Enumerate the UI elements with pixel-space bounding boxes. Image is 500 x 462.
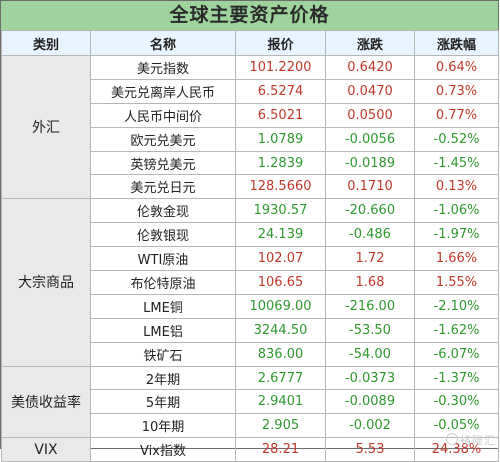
name-cell: LME铝 [91, 318, 236, 342]
name-cell: LME铜 [91, 294, 236, 318]
change-pct-cell: -1.97% [415, 223, 499, 247]
header-change: 涨跌 [326, 31, 415, 56]
header-row: 类别 名称 报价 涨跌 涨跌幅 [2, 31, 499, 56]
change-pct-cell: -0.30% [415, 390, 499, 414]
price-cell: 3244.50 [236, 318, 326, 342]
change-pct-cell: -1.62% [415, 318, 499, 342]
watermark-text: 格隆汇 [460, 434, 496, 447]
name-cell: 美元兑离岸人民币 [91, 79, 236, 103]
change-cell: 1.72 [326, 247, 415, 271]
header-change-pct: 涨跌幅 [415, 31, 499, 56]
name-cell: 人民币中间价 [91, 103, 236, 127]
change-cell: -216.00 [326, 294, 415, 318]
name-cell: WTI原油 [91, 247, 236, 271]
price-cell: 1.2839 [236, 151, 326, 175]
name-cell: 伦敦银现 [91, 223, 236, 247]
price-cell: 2.9401 [236, 390, 326, 414]
header-category: 类别 [2, 31, 91, 56]
price-cell: 101.2200 [236, 56, 326, 80]
name-cell: 英镑兑美元 [91, 151, 236, 175]
name-cell: 布伦特原油 [91, 271, 236, 295]
change-pct-cell: -0.52% [415, 127, 499, 151]
name-cell: 2年期 [91, 366, 236, 390]
header-name: 名称 [91, 31, 236, 56]
change-cell: -53.50 [326, 318, 415, 342]
name-cell: 铁矿石 [91, 342, 236, 366]
name-cell: 伦敦金现 [91, 199, 236, 223]
change-pct-cell: 0.13% [415, 175, 499, 199]
change-pct-cell: 0.64% [415, 56, 499, 80]
change-cell: -0.0373 [326, 366, 415, 390]
name-cell: 美元兑日元 [91, 175, 236, 199]
change-pct-cell: 1.55% [415, 271, 499, 295]
price-cell: 2.6777 [236, 366, 326, 390]
change-cell: -0.0056 [326, 127, 415, 151]
table-title: 全球主要资产价格 [1, 1, 498, 30]
change-cell: -0.0189 [326, 151, 415, 175]
price-cell: 1930.57 [236, 199, 326, 223]
change-cell: 0.0500 [326, 103, 415, 127]
price-cell: 6.5021 [236, 103, 326, 127]
change-cell: 0.6420 [326, 56, 415, 80]
change-cell: -0.002 [326, 414, 415, 438]
change-pct-cell: 1.66% [415, 247, 499, 271]
name-cell: 美元指数 [91, 56, 236, 80]
price-cell: 24.139 [236, 223, 326, 247]
change-pct-cell: -1.06% [415, 199, 499, 223]
change-pct-cell: -6.07% [415, 342, 499, 366]
price-cell: 102.07 [236, 247, 326, 271]
change-pct-cell: -1.37% [415, 366, 499, 390]
category-cell: 美债收益率 [2, 366, 91, 438]
price-cell: 6.5274 [236, 79, 326, 103]
price-cell: 106.65 [236, 271, 326, 295]
price-cell: 1.0789 [236, 127, 326, 151]
change-cell: -0.0089 [326, 390, 415, 414]
category-cell: 外汇 [2, 56, 91, 199]
change-pct-cell: 0.73% [415, 79, 499, 103]
name-cell: 5年期 [91, 390, 236, 414]
price-cell: 2.905 [236, 414, 326, 438]
change-pct-cell: 0.77% [415, 103, 499, 127]
change-pct-cell: -1.45% [415, 151, 499, 175]
price-cell: 836.00 [236, 342, 326, 366]
watermark: 格隆汇 [446, 432, 496, 448]
change-cell: -0.486 [326, 223, 415, 247]
change-cell: -54.00 [326, 342, 415, 366]
header-price: 报价 [236, 31, 326, 56]
price-cell: 128.5660 [236, 175, 326, 199]
change-pct-cell: -2.10% [415, 294, 499, 318]
change-cell: -20.660 [326, 199, 415, 223]
change-cell: 0.0470 [326, 79, 415, 103]
watermark-logo-icon [446, 433, 458, 445]
change-cell: 1.68 [326, 271, 415, 295]
category-cell: 大宗商品 [2, 199, 91, 366]
name-cell: 10年期 [91, 414, 236, 438]
price-cell: 10069.00 [236, 294, 326, 318]
change-cell: 0.1710 [326, 175, 415, 199]
name-cell: 欧元兑美元 [91, 127, 236, 151]
